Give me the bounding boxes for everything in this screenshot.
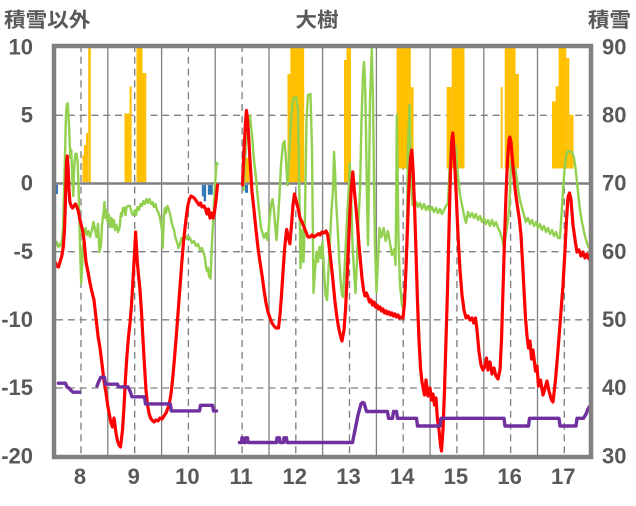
svg-text:17: 17 — [551, 464, 575, 489]
svg-text:10: 10 — [9, 34, 33, 59]
svg-text:5: 5 — [21, 103, 33, 128]
svg-text:8: 8 — [74, 464, 86, 489]
svg-text:70: 70 — [602, 171, 626, 196]
svg-text:-5: -5 — [13, 239, 33, 264]
svg-text:15: 15 — [444, 464, 468, 489]
svg-text:30: 30 — [602, 443, 626, 468]
svg-text:-20: -20 — [1, 443, 33, 468]
svg-text:50: 50 — [602, 307, 626, 332]
svg-text:13: 13 — [336, 464, 360, 489]
svg-text:12: 12 — [283, 464, 307, 489]
svg-text:0: 0 — [21, 171, 33, 196]
svg-text:16: 16 — [497, 464, 521, 489]
svg-text:10: 10 — [175, 464, 199, 489]
svg-text:40: 40 — [602, 375, 626, 400]
svg-text:14: 14 — [390, 464, 415, 489]
svg-text:90: 90 — [602, 34, 626, 59]
svg-text:11: 11 — [229, 464, 252, 489]
svg-text:9: 9 — [128, 464, 140, 489]
svg-text:-15: -15 — [1, 375, 33, 400]
svg-text:80: 80 — [602, 103, 626, 128]
svg-text:60: 60 — [602, 239, 626, 264]
svg-text:-10: -10 — [1, 307, 33, 332]
